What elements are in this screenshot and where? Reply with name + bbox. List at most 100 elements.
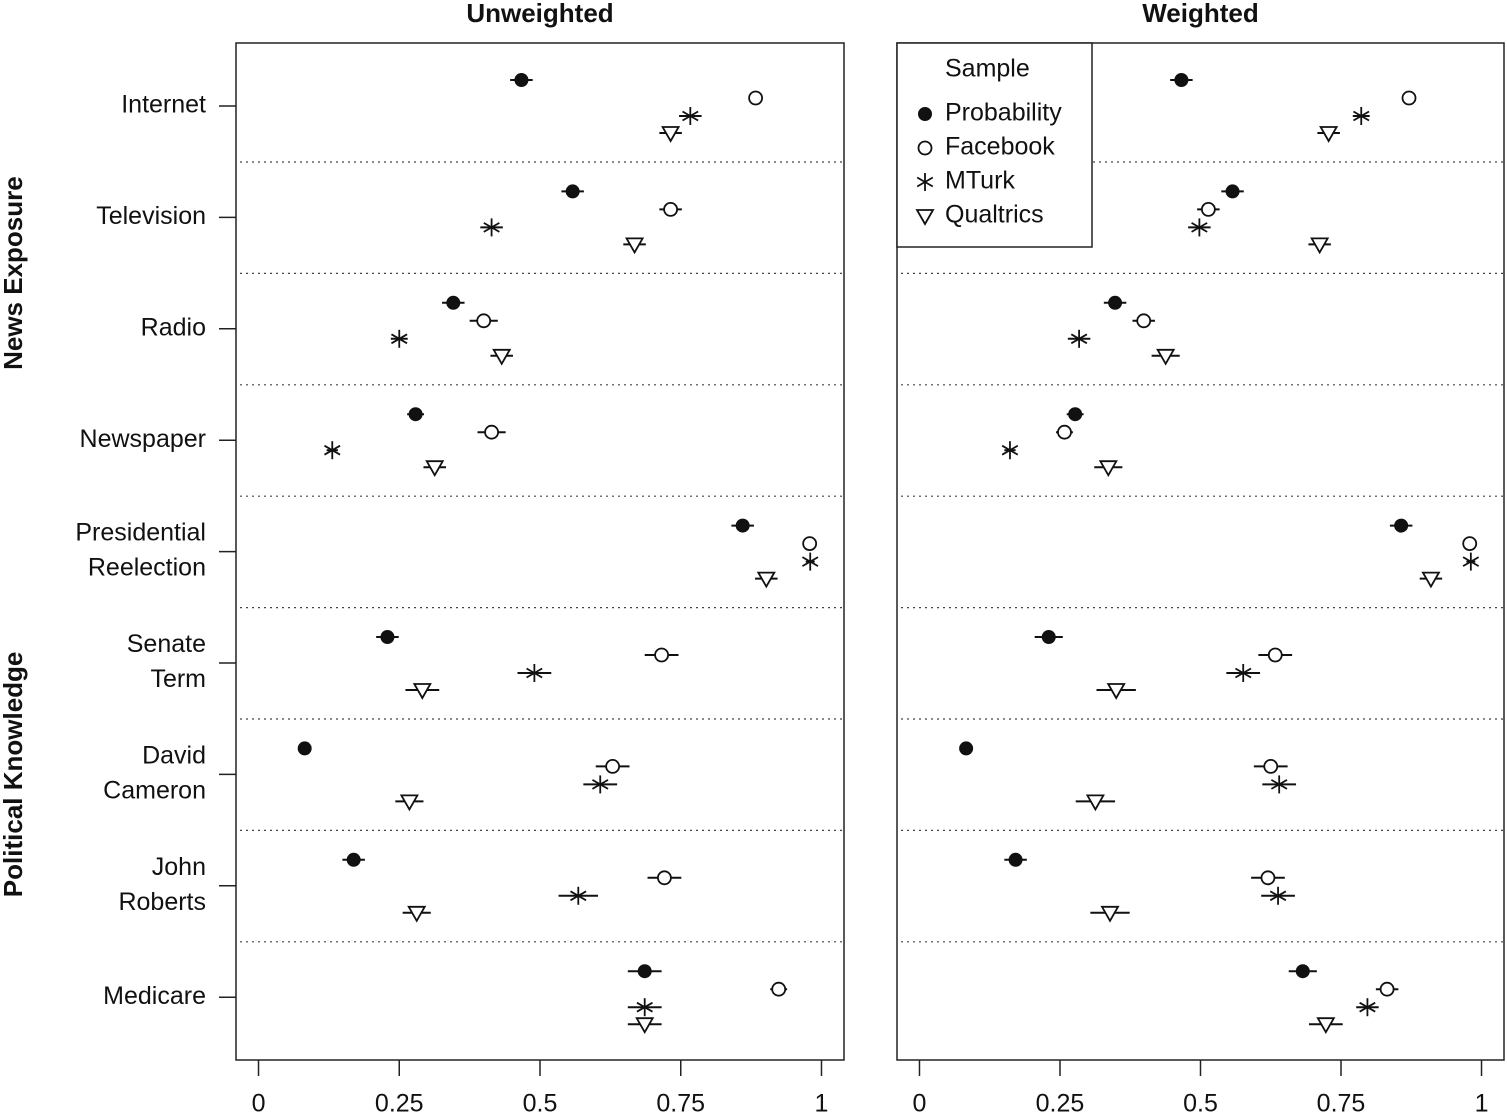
point — [1136, 313, 1152, 329]
point — [425, 460, 445, 478]
point — [1359, 998, 1376, 1017]
point — [802, 536, 818, 551]
point — [1234, 664, 1252, 682]
point — [1462, 536, 1478, 551]
group-label: News Exposure — [0, 176, 28, 370]
point — [918, 107, 932, 121]
point — [412, 683, 432, 700]
point — [476, 313, 492, 329]
y-tick-label: Senate — [127, 630, 206, 658]
legend-label: MTurk — [945, 167, 1015, 195]
point — [1100, 905, 1120, 923]
y-tick-label: Roberts — [118, 888, 206, 916]
x-tick-label: 0.5 — [523, 1090, 558, 1118]
point — [514, 73, 529, 87]
y-tick-label: Reelection — [88, 554, 206, 582]
point — [1200, 201, 1216, 217]
point — [917, 140, 933, 156]
point — [1260, 870, 1276, 886]
point — [492, 348, 512, 366]
legend-label: Qualtrics — [945, 201, 1044, 229]
point — [407, 905, 427, 923]
legend-title: Sample — [945, 55, 1030, 83]
point — [735, 518, 750, 533]
point — [1068, 407, 1083, 422]
point — [1269, 886, 1287, 905]
point — [636, 998, 653, 1017]
point — [1191, 218, 1208, 237]
y-tick-label: David — [142, 742, 206, 770]
point — [959, 741, 974, 756]
point — [682, 107, 699, 125]
y-tick-label: Radio — [141, 313, 206, 341]
point — [1041, 630, 1056, 644]
point — [346, 852, 361, 867]
point — [570, 886, 587, 905]
point — [1174, 73, 1189, 87]
point — [801, 552, 819, 571]
point — [771, 981, 787, 997]
point — [526, 664, 543, 682]
point — [1295, 964, 1310, 979]
x-tick-label: 1 — [815, 1090, 829, 1118]
y-tick-label: Newspaper — [80, 425, 206, 453]
point — [1008, 852, 1023, 867]
point — [635, 1017, 655, 1035]
point — [1316, 1017, 1336, 1035]
point — [663, 201, 679, 217]
point — [1070, 329, 1088, 348]
x-tick-label: 0.25 — [1036, 1090, 1085, 1118]
panel-title: Unweighted — [466, 0, 613, 28]
point — [1394, 518, 1409, 533]
point — [625, 237, 645, 255]
x-tick-label: 0.25 — [375, 1090, 424, 1118]
point — [916, 173, 934, 191]
point — [1263, 759, 1279, 774]
point — [1267, 647, 1283, 663]
y-tick-label: Cameron — [103, 777, 206, 805]
y-tick-label: Television — [96, 202, 206, 230]
point — [605, 759, 621, 774]
x-tick-label: 1 — [1475, 1090, 1489, 1118]
point — [915, 209, 935, 226]
x-tick-label: 0.5 — [1183, 1090, 1218, 1118]
group-label: Political Knowledge — [0, 652, 28, 898]
x-tick-label: 0.75 — [1317, 1090, 1366, 1118]
point — [380, 630, 395, 644]
panel-title: Weighted — [1142, 0, 1259, 28]
point — [1225, 184, 1240, 199]
y-tick-label: Term — [150, 665, 206, 693]
point — [1352, 107, 1370, 125]
point — [748, 90, 764, 106]
point — [1156, 348, 1176, 366]
point — [1085, 794, 1105, 812]
y-tick-label: Internet — [121, 91, 206, 119]
point — [1106, 683, 1126, 700]
point — [654, 647, 669, 663]
point — [484, 424, 499, 440]
y-tick-label: Presidential — [75, 519, 206, 547]
point — [756, 571, 776, 589]
legend-label: Facebook — [945, 133, 1055, 161]
point — [565, 184, 580, 199]
point — [399, 794, 419, 812]
y-tick-label: John — [152, 853, 206, 881]
point — [391, 329, 408, 348]
point — [446, 295, 461, 310]
point — [1098, 460, 1118, 478]
point — [1379, 981, 1395, 997]
point — [1270, 775, 1288, 794]
x-tick-label: 0 — [252, 1090, 266, 1118]
point — [297, 741, 312, 756]
legend-label: Probability — [945, 99, 1062, 127]
point — [1310, 237, 1330, 255]
point — [1462, 552, 1480, 571]
point — [483, 218, 500, 237]
y-tick-label: Medicare — [103, 982, 206, 1010]
point — [1108, 295, 1123, 310]
point — [1401, 90, 1417, 106]
plot-frame — [235, 42, 845, 1061]
point — [1057, 424, 1072, 440]
x-tick-label: 0.75 — [656, 1090, 705, 1118]
